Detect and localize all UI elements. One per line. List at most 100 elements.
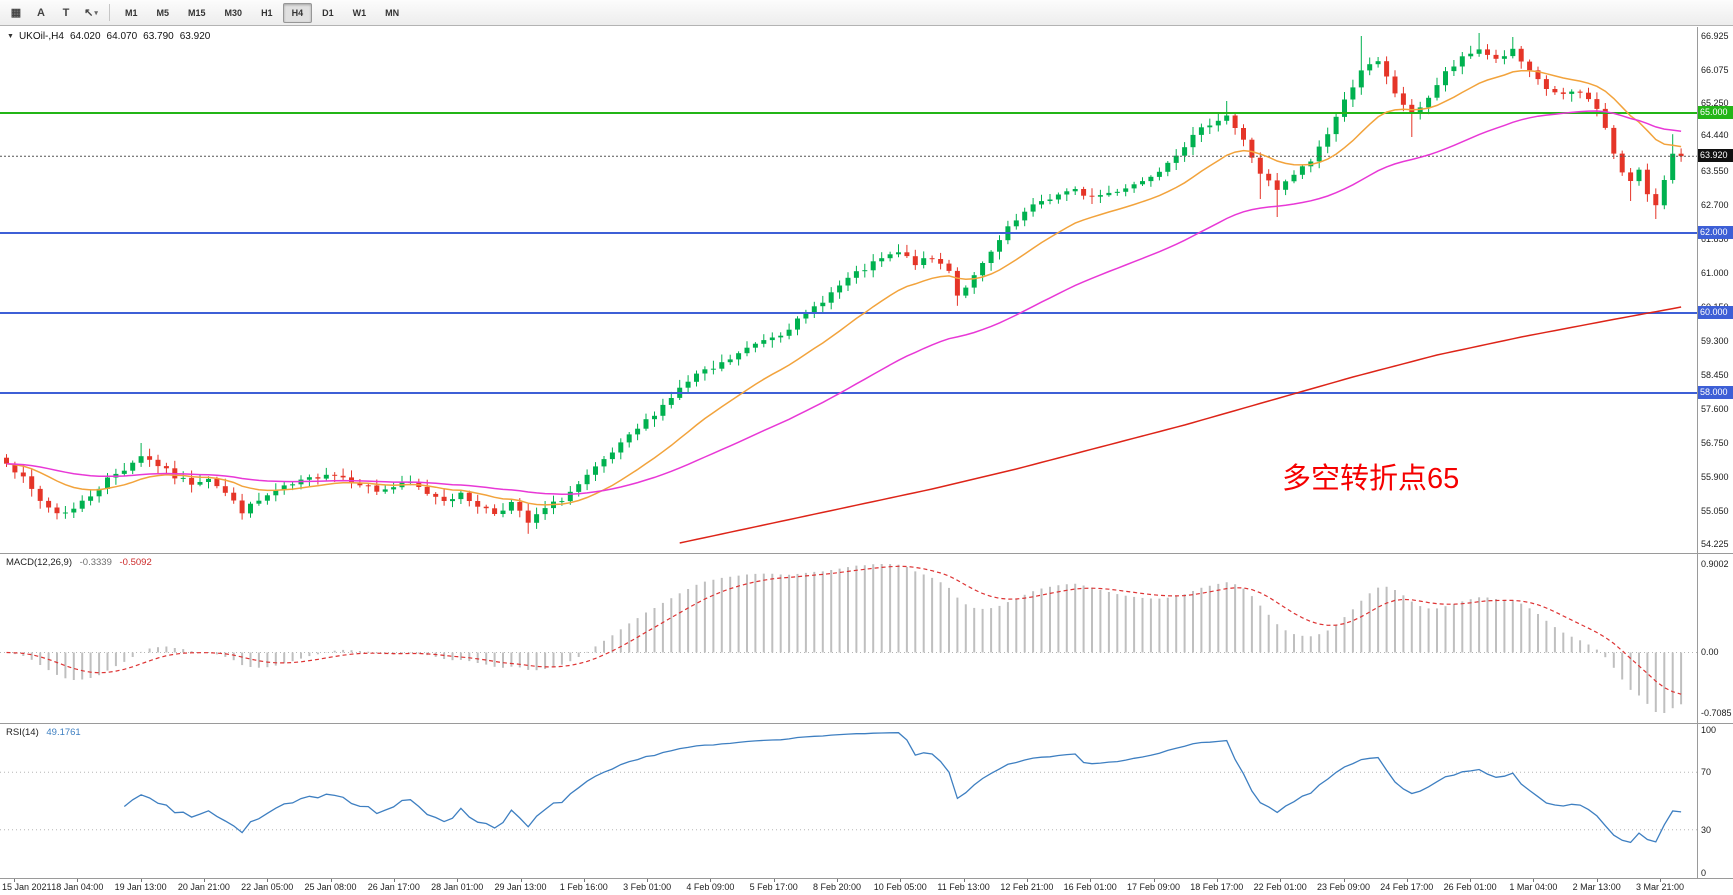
current-price-badge: 63.920 xyxy=(1698,149,1733,163)
time-axis-label: 10 Feb 05:00 xyxy=(873,882,927,892)
y-axis-label: 63.550 xyxy=(1701,166,1729,176)
time-axis-tick xyxy=(457,879,459,882)
macd-axis-zero: 0.00 xyxy=(1701,647,1719,658)
time-axis-label: 1 Feb 16:00 xyxy=(559,882,608,892)
macd-axis-min: -0.7085 xyxy=(1701,708,1732,718)
dropdown-caret-icon: ▾ xyxy=(94,9,98,17)
low-value: 63.790 xyxy=(143,31,174,42)
time-axis-tick xyxy=(1406,879,1408,882)
hline-price-badge: 65.000 xyxy=(1698,106,1733,119)
macd-panel-separator[interactable] xyxy=(0,553,1733,554)
time-axis-label: 20 Jan 21:00 xyxy=(177,882,230,892)
time-axis-label: 19 Jan 13:00 xyxy=(114,882,167,892)
time-axis-label: 18 Feb 17:00 xyxy=(1190,882,1244,892)
y-axis-label: 61.850 xyxy=(1701,234,1729,244)
time-axis-label: 12 Feb 21:00 xyxy=(1000,882,1054,892)
hline-price-badge: 58.000 xyxy=(1698,386,1733,399)
y-axis-label: 55.050 xyxy=(1701,506,1729,516)
y-axis-label: 54.225 xyxy=(1701,539,1729,549)
time-axis-tick xyxy=(520,879,522,882)
main-chart-canvas[interactable] xyxy=(0,27,1697,553)
symbol-ohlc-line: ▼ UKOil-,H4 64.020 64.070 63.790 63.920 xyxy=(7,31,216,42)
time-axis-label: 15 Jan 2021 xyxy=(2,882,52,892)
y-axis-label: 58.450 xyxy=(1701,370,1729,380)
rsi-axis-label: 100 xyxy=(1701,725,1717,735)
rsi-indicator-name: RSI(14) xyxy=(6,727,39,738)
rsi-line xyxy=(123,732,1682,844)
text-t-tool-button[interactable]: T xyxy=(62,6,70,19)
time-axis-label: 3 Feb 01:00 xyxy=(623,882,672,892)
ma-mid-line xyxy=(6,110,1682,495)
time-axis-tick xyxy=(963,879,965,882)
price-scale-border xyxy=(1697,27,1698,878)
collapse-icon[interactable]: ▼ xyxy=(7,33,14,40)
y-axis-label: 65.250 xyxy=(1701,98,1729,108)
time-axis-tick xyxy=(773,879,775,882)
timeframe-button-m5[interactable]: M5 xyxy=(156,7,170,18)
macd-signal-value: -0.5092 xyxy=(119,557,152,568)
hline-price-badge: 62.000 xyxy=(1698,226,1733,239)
macd-canvas[interactable] xyxy=(0,554,1697,723)
timeframe-button-h4[interactable]: H4 xyxy=(282,2,313,23)
toolbar-icon-group: ▦ A T ↖ ▾ xyxy=(4,2,103,24)
open-value: 64.020 xyxy=(69,31,101,42)
time-axis-tick xyxy=(140,879,142,882)
time-axis-tick xyxy=(1090,879,1092,882)
macd-axis-max: 0.9002 xyxy=(1701,559,1729,569)
time-axis-label: 24 Feb 17:00 xyxy=(1380,882,1434,892)
timeframe-button-mn[interactable]: MN xyxy=(385,7,400,18)
time-axis-tick xyxy=(77,879,79,882)
time-axis-label: 22 Feb 01:00 xyxy=(1253,882,1307,892)
candles xyxy=(4,33,1684,534)
timeframe-group: M1 M5 M15 M30 H1 H4 D1 W1 MN xyxy=(116,2,408,23)
time-axis-label: 16 Feb 01:00 xyxy=(1063,882,1117,892)
time-axis-tick xyxy=(710,879,712,882)
close-value: 63.920 xyxy=(179,31,211,42)
time-axis-label: 2 Mar 13:00 xyxy=(1572,882,1621,892)
time-axis-label: 26 Jan 17:00 xyxy=(367,882,420,892)
time-axis-tick xyxy=(203,879,205,882)
text-a-tool-button[interactable]: A xyxy=(37,6,45,19)
time-axis-tick xyxy=(1280,879,1282,882)
timeframe-button-m1[interactable]: M1 xyxy=(125,7,138,18)
time-axis-label: 29 Jan 13:00 xyxy=(494,882,547,892)
rsi-axis-label: 30 xyxy=(1701,824,1712,835)
time-axis-tick xyxy=(1660,879,1661,882)
timeframe-button-d1[interactable]: D1 xyxy=(322,7,334,18)
timeframe-button-w1[interactable]: W1 xyxy=(352,7,367,18)
time-axis-label: 17 Feb 09:00 xyxy=(1126,882,1181,892)
y-axis-label: 61.000 xyxy=(1701,268,1729,278)
time-axis-label: 8 Feb 20:00 xyxy=(812,882,862,892)
cursor-tool-button[interactable]: ↖ ▾ xyxy=(84,7,98,19)
hline-price-badge: 60.000 xyxy=(1698,306,1733,319)
symbol-label: UKOil-,H4 xyxy=(18,31,64,42)
rsi-canvas[interactable] xyxy=(0,724,1697,878)
time-axis-tick xyxy=(583,879,585,882)
time-axis-label: 25 Jan 08:00 xyxy=(304,882,357,892)
timeframe-button-m30[interactable]: M30 xyxy=(224,7,243,18)
high-value: 64.070 xyxy=(106,31,138,42)
timeframe-button-m15[interactable]: M15 xyxy=(188,7,206,18)
macd-signal-line xyxy=(6,565,1682,695)
time-axis-tick xyxy=(900,879,902,882)
time-axis-tick xyxy=(1470,879,1472,882)
macd-main-value: -0.3339 xyxy=(79,557,112,568)
time-axis-label: 4 Feb 09:00 xyxy=(686,882,735,892)
chart-annotation-text[interactable]: 多空转折点65 xyxy=(1282,463,1460,495)
time-axis-tick xyxy=(14,879,15,882)
timeframe-button-h1[interactable]: H1 xyxy=(261,7,273,18)
time-axis-tick xyxy=(393,879,395,882)
y-axis-label: 59.300 xyxy=(1701,336,1729,346)
grid-tool-button[interactable]: ▦ xyxy=(10,7,22,19)
time-axis-tick xyxy=(330,879,332,882)
time-axis-label: 26 Feb 01:00 xyxy=(1443,882,1497,892)
time-axis-tick xyxy=(267,879,269,882)
y-axis-label: 66.075 xyxy=(1701,65,1729,75)
ma-slow-line xyxy=(679,306,1682,544)
ma-fast-line xyxy=(6,69,1682,506)
y-axis-label: 57.600 xyxy=(1701,404,1729,414)
time-axis-tick xyxy=(1216,879,1218,882)
rsi-panel-separator[interactable] xyxy=(0,723,1733,724)
time-axis-label: 11 Feb 13:00 xyxy=(937,882,990,892)
